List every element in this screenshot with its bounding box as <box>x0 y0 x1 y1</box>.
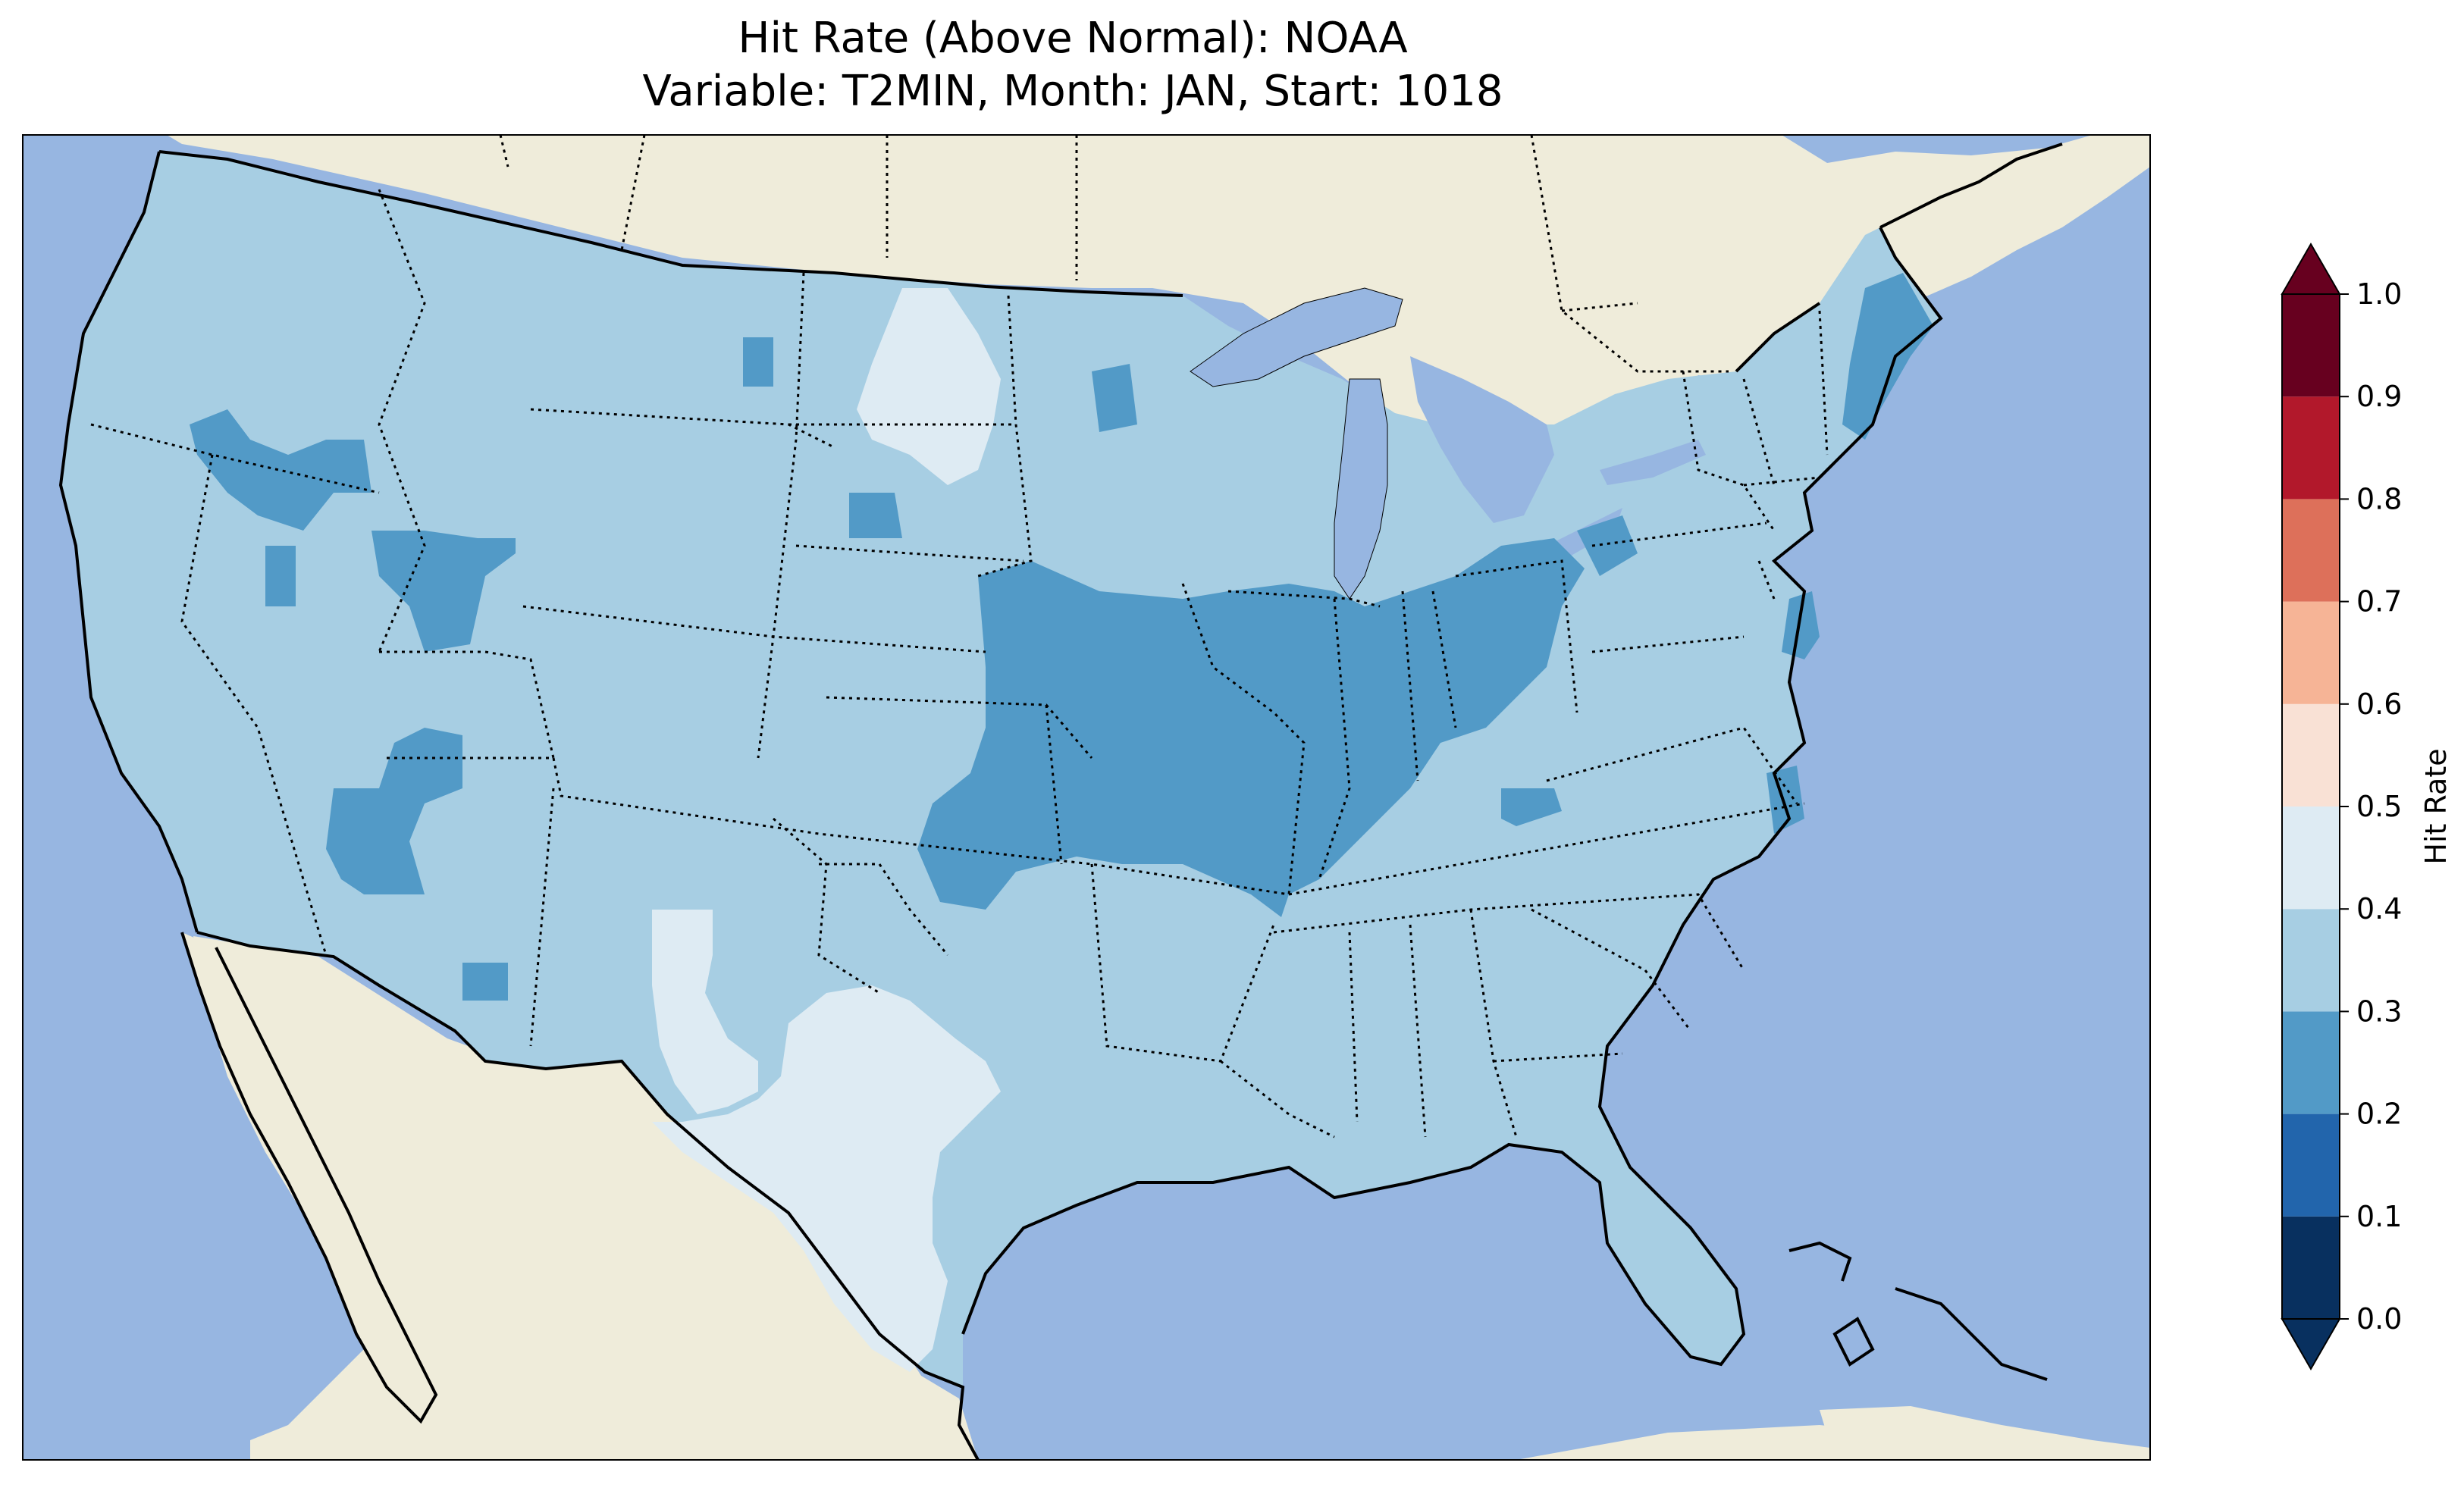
colorbar-label: Hit Rate <box>2419 748 2453 864</box>
region-montana-spot <box>743 337 773 387</box>
region-texas-central <box>652 985 1001 1372</box>
region-minnesota-spot <box>1092 364 1137 432</box>
colorbar-max-extension <box>2281 242 2341 295</box>
region-pacific-nw <box>190 409 371 531</box>
colorbar-bin-9 <box>2282 294 2340 397</box>
colorbar-bin-2 <box>2282 1011 2340 1114</box>
lake-michigan <box>1334 379 1387 599</box>
lake-superior <box>1190 288 1403 387</box>
colorbar-bin-3 <box>2282 909 2340 1012</box>
region-az-spot <box>462 963 508 1001</box>
map-subtitle: Variable: T2MIN, Month: JAN, Start: 1018 <box>642 67 1503 116</box>
cuba-land <box>1820 1406 2150 1460</box>
colorbar-tick-label: 0.7 <box>2356 585 2402 619</box>
region-north-dakota <box>857 288 1001 485</box>
colorbar-bin-5 <box>2282 703 2340 807</box>
colorbar-tick-label: 0.0 <box>2356 1302 2402 1336</box>
colorbar-min-extension <box>2281 1318 2341 1371</box>
map-frame <box>22 134 2151 1461</box>
region-nevada-spot <box>265 546 296 606</box>
colorbar: 0.0 0.1 0.2 0.3 0.4 0.5 0.6 0.7 0.8 0.9 1.0 Hit Ra… <box>2281 242 2453 1371</box>
colorbar-tick-label: 0.3 <box>2356 994 2402 1028</box>
colorbar-bin-8 <box>2282 396 2340 500</box>
colorbar-tick-label: 0.6 <box>2356 687 2402 721</box>
lake-huron <box>1410 356 1554 523</box>
map-title: Hit Rate (Above Normal): NOAA <box>738 14 1408 63</box>
region-kentucky-tn <box>1501 788 1562 826</box>
map-panel <box>23 135 2150 1460</box>
region-maine <box>1842 273 1933 440</box>
baja-land <box>182 932 436 1421</box>
canada-land <box>167 135 2150 557</box>
mid-hit-rate-regions <box>652 288 1001 1372</box>
coastlines <box>58 143 2063 1460</box>
low-hit-rate-regions <box>190 273 1933 1001</box>
colorbar-tick-label: 0.2 <box>2356 1098 2402 1131</box>
colorbar-tick-label: 0.1 <box>2356 1200 2402 1233</box>
colorbar-tick-label: 0.5 <box>2356 790 2402 823</box>
state-boundaries <box>90 135 1829 1139</box>
region-utah-arizona <box>326 728 462 894</box>
lake-outlines <box>1190 287 1403 600</box>
region-south-dakota <box>849 493 902 538</box>
colorbar-tick-label: 0.4 <box>2356 892 2402 926</box>
colorbar-bin-7 <box>2282 499 2340 602</box>
colorbar-tick-label: 0.8 <box>2356 482 2402 515</box>
region-new-jersey <box>1782 591 1820 659</box>
colorbar-bin-0 <box>2282 1216 2340 1319</box>
colorbar-bin-1 <box>2282 1113 2340 1217</box>
region-oregon-idaho <box>371 531 516 652</box>
region-midwest <box>917 538 1585 917</box>
colorbar-tick-label: 0.9 <box>2356 380 2402 413</box>
colorbar-bin-4 <box>2282 807 2340 910</box>
region-texas-west <box>652 910 758 1114</box>
colorbar-tick-label: 1.0 <box>2356 277 2402 311</box>
region-ny-spot <box>1577 515 1638 576</box>
lake-ontario <box>1600 440 1706 485</box>
colorbar-bin-6 <box>2282 601 2340 704</box>
